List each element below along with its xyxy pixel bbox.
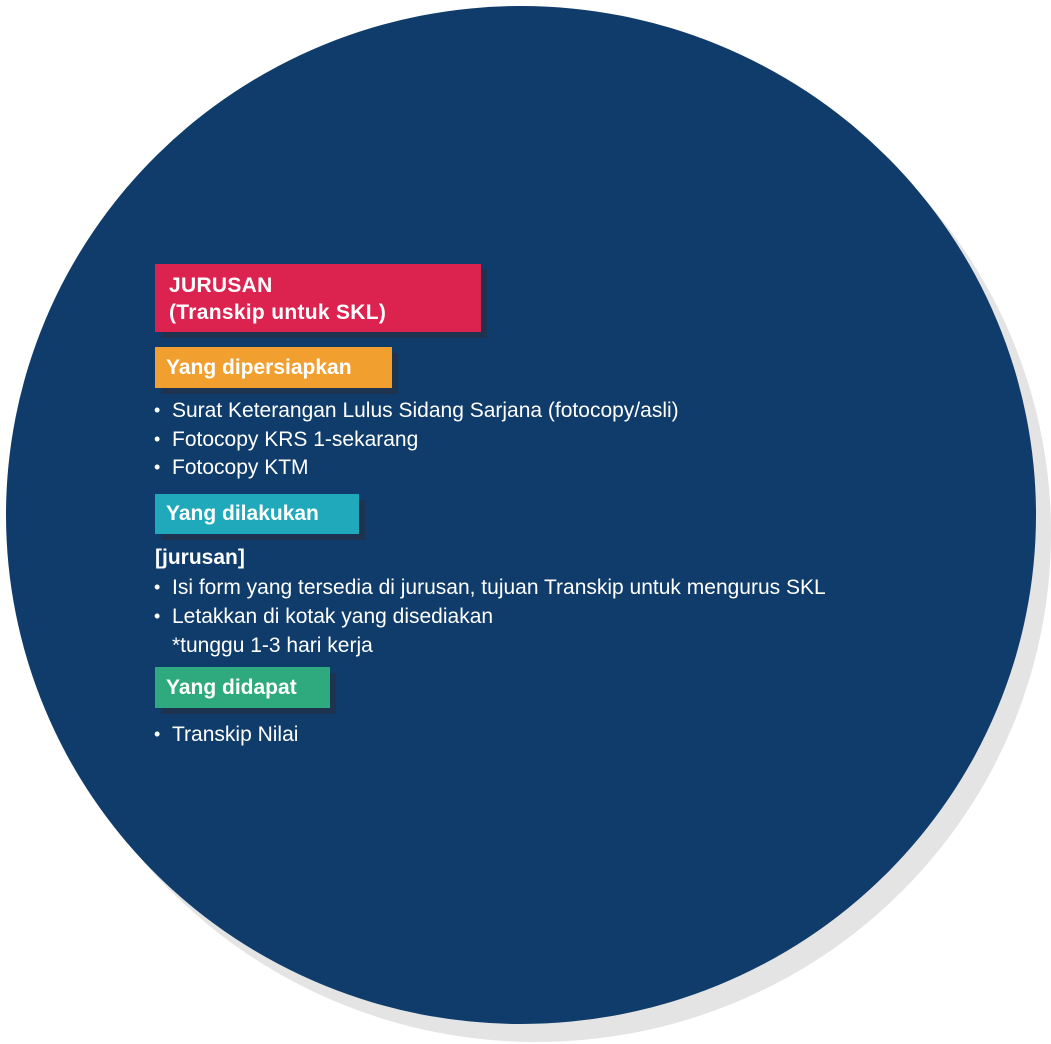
do-section-tag: Yang dilakukan [155, 494, 359, 534]
prepare-item: Surat Keterangan Lulus Sidang Sarjana (f… [172, 399, 679, 422]
do-note: *tunggu 1-3 hari kerja [172, 634, 373, 657]
bullet-icon: • [154, 724, 161, 744]
prepare-item: Fotocopy KRS 1-sekarang [172, 428, 419, 451]
do-subheading: [jurusan] [155, 546, 245, 569]
prepare-section-tag: Yang dipersiapkan [155, 347, 392, 388]
bullet-icon: • [154, 400, 161, 420]
title-line-2: (Transkip untuk SKL) [169, 301, 387, 324]
bullet-icon: • [154, 606, 161, 626]
title-tag: JURUSAN (Transkip untuk SKL) [155, 264, 481, 332]
do-item: Letakkan di kotak yang disediakan [172, 605, 494, 628]
prepare-item: Fotocopy KTM [172, 456, 309, 479]
bullet-icon: • [154, 429, 161, 449]
title-line-1: JURUSAN [169, 274, 273, 297]
get-item: Transkip Nilai [172, 723, 299, 746]
bullet-icon: • [154, 457, 161, 477]
get-section-tag: Yang didapat [155, 667, 330, 708]
do-item: Isi form yang tersedia di jurusan, tujua… [172, 576, 826, 599]
bullet-icon: • [154, 577, 161, 597]
